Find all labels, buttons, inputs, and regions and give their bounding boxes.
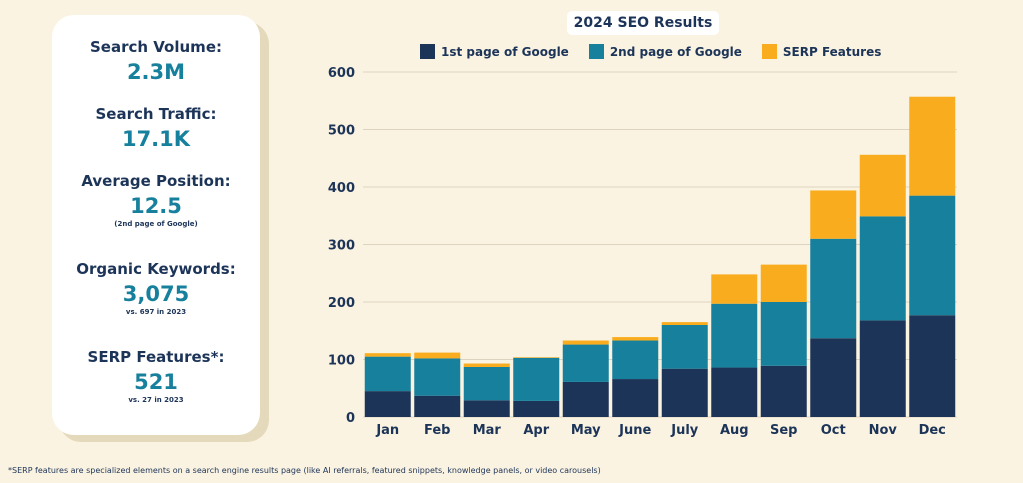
chart-title: 2024 SEO Results [567,11,719,35]
bar-segment [513,400,560,417]
x-tick-label: Apr [523,423,549,438]
average-position-value: 12.5 [130,194,182,218]
bar-segment [513,357,560,358]
bar-segment [810,238,857,339]
bar-segment [909,96,956,196]
organic-keywords-label: Organic Keywords: [76,260,236,278]
bar-segment [612,379,659,417]
legend-label-first-page: 1st page of Google [441,44,569,59]
x-tick-label: Nov [869,423,898,438]
x-tick-label: Dec [919,423,946,438]
search-traffic-label: Search Traffic: [95,105,217,123]
stats-card: Search Volume: 2.3M Search Traffic: 17.1… [52,15,260,435]
y-tick-label: 600 [328,66,355,81]
stat-organic-keywords: Organic Keywords: 3,075 vs. 697 in 2023 [52,260,260,317]
stat-search-volume: Search Volume: 2.3M [52,38,260,84]
bar-segment [760,365,807,417]
bar-segment [414,352,461,359]
legend-swatch-first-page [420,44,435,59]
bar-segment [859,216,906,321]
bar-segment [711,303,758,368]
bar-segment [661,325,708,369]
y-tick-label: 400 [328,181,355,196]
y-tick-label: 0 [346,411,355,426]
bar-segment [463,366,510,401]
bar-segment [513,357,560,401]
legend-item-serp-features: SERP Features [761,44,882,59]
bar-segment [810,338,857,417]
stat-search-traffic: Search Traffic: 17.1K [52,105,260,151]
x-tick-label: Jan [375,423,399,438]
bar-segment [364,356,411,392]
x-tick-label: June [618,423,651,438]
legend-label-serp-features: SERP Features [782,44,882,59]
bar-segment [612,337,659,341]
footnote: *SERP features are specialized elements … [8,466,601,475]
serp-features-note: vs. 27 in 2023 [128,396,184,404]
legend-swatch-serp-features [761,44,777,59]
bar-segment [760,264,807,302]
legend-item-second-page: 2nd page of Google [588,44,742,59]
serp-features-label: SERP Features*: [87,348,225,366]
organic-keywords-note: vs. 697 in 2023 [125,308,187,316]
stat-average-position: Average Position: 12.5 (2nd page of Goog… [52,172,260,229]
organic-keywords-value: 3,075 [122,282,190,306]
legend-item-first-page: 1st page of Google [420,44,569,59]
bar-segment [364,353,411,357]
legend-swatch-second-page [588,44,604,59]
y-tick-label: 500 [328,124,355,139]
bar-segment [661,368,708,417]
average-position-label: Average Position: [81,172,231,190]
legend-label-second-page: 2nd page of Google [609,44,742,59]
bar-segment [364,391,411,417]
bar-segment [612,340,659,380]
bar-segment [859,154,906,217]
bar-segment [463,363,510,367]
bar-segment [909,315,956,417]
serp-features-value: 521 [134,370,178,394]
x-tick-label: Aug [720,423,749,438]
x-tick-label: Mar [473,423,502,438]
bar-segment [562,381,609,417]
bar-segment [463,400,510,417]
x-tick-label: Sep [770,423,798,438]
bar-segment [414,358,461,396]
bar-segment [661,322,708,325]
x-tick-label: Oct [821,423,846,438]
bar-segment [760,302,807,366]
bar-segment [810,190,857,239]
search-traffic-value: 17.1K [121,127,191,151]
bar-segment [562,344,609,382]
search-volume-value: 2.3M [126,60,186,84]
bar-segment [414,395,461,417]
bar-segment [909,195,956,316]
bar-segment [711,274,758,304]
chart-legend: 1st page of Google 2nd page of Google SE… [420,44,901,59]
x-tick-label: May [571,423,601,438]
y-tick-label: 300 [328,239,355,254]
bar-segment [562,340,609,345]
stat-serp-features: SERP Features*: 521 vs. 27 in 2023 [52,348,260,405]
search-volume-label: Search Volume: [89,38,222,56]
bar-segment [859,320,906,417]
bar-segment [711,367,758,417]
x-tick-label: Feb [424,423,450,438]
y-tick-label: 200 [328,296,355,311]
average-position-note: (2nd page of Google) [114,220,198,228]
y-tick-label: 100 [328,354,355,369]
x-tick-label: July [670,423,699,438]
